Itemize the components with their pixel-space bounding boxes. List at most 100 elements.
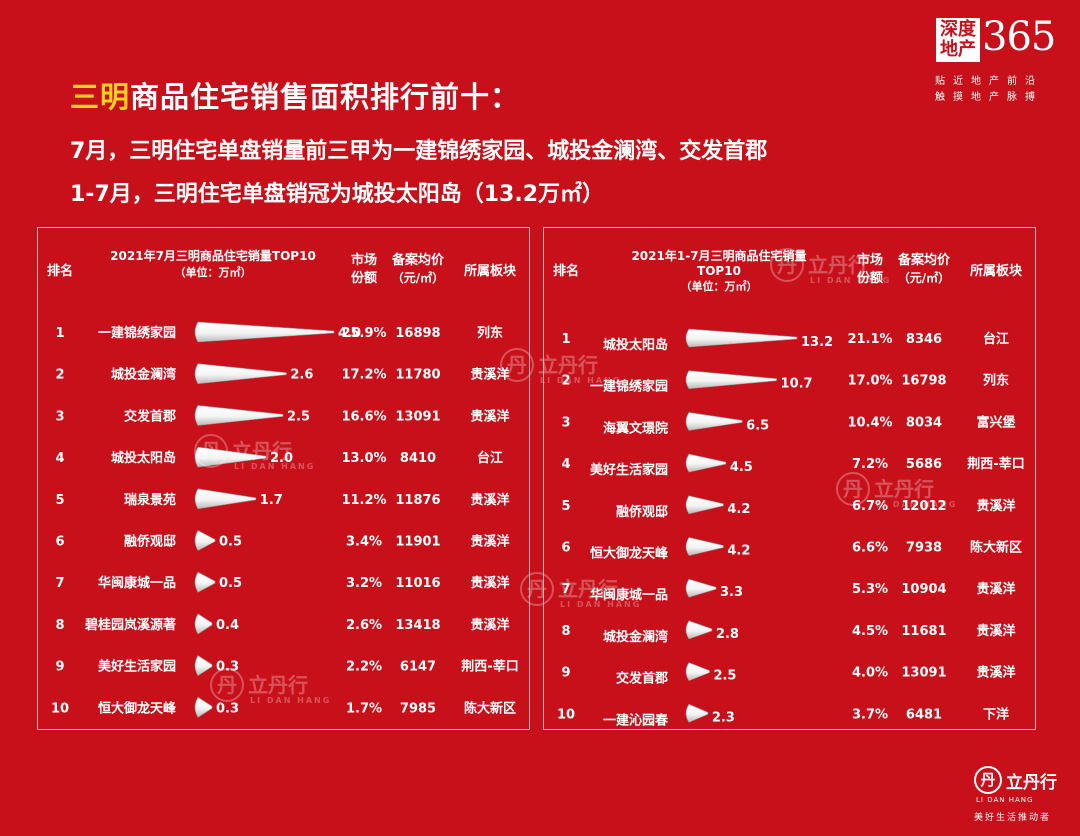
header-share: 市场 [351, 252, 377, 268]
region-value: 贵溪洋 [470, 575, 509, 591]
bar [194, 321, 335, 343]
share-value: 17.0% [847, 374, 892, 389]
category-label: 华闽康城一品 [98, 575, 176, 591]
share-value: 3.4% [346, 535, 382, 550]
header-share-line2: 份额 [857, 270, 883, 286]
brand-logo: 丹 立丹行 LI DAN HANG 美好生活推动者 [972, 766, 1072, 826]
category-label: 恒大御龙天峰 [590, 546, 669, 562]
rank-label: 9 [561, 666, 570, 681]
rank-label: 3 [561, 415, 570, 430]
rank-label: 2 [55, 368, 64, 383]
category-label: 一建沁园春 [603, 712, 669, 728]
value-label: 2.3 [712, 710, 735, 725]
header-share-line2: 份额 [351, 270, 377, 286]
rank-label: 10 [51, 701, 69, 716]
region-value: 贵溪洋 [470, 408, 509, 424]
rank-label: 7 [561, 582, 570, 597]
category-label: 美好生活家园 [98, 659, 176, 675]
price-value: 12012 [901, 499, 946, 514]
price-value: 6481 [906, 707, 942, 722]
bar [194, 530, 216, 551]
bar [194, 613, 213, 635]
headline-highlight: 三明 [70, 80, 131, 114]
logo-365: 深度 地产 365 [936, 14, 1066, 62]
category-label: 一建锦绣家园 [98, 325, 176, 341]
rank-label: 2 [561, 374, 570, 389]
rank-label: 8 [55, 618, 64, 633]
region-value: 贵溪洋 [976, 498, 1015, 514]
value-label: 2.5 [713, 669, 736, 684]
price-value: 8034 [906, 415, 942, 430]
category-label: 交发首郡 [616, 671, 668, 687]
rank-label: 5 [561, 499, 570, 514]
price-value: 13091 [395, 409, 440, 424]
chart-unit: （单位：万㎡） [681, 279, 758, 293]
chart-panel-july: 排名 2021年7月三明商品住宅销量TOP10 （单位：万㎡） 市场 份额 备案均价 （元/… [37, 227, 530, 730]
value-label: 2.5 [287, 409, 310, 424]
value-label: 4.2 [727, 502, 750, 517]
region-value: 陈大新区 [464, 700, 516, 716]
logo-box: 深度 地产 [936, 18, 980, 62]
bar [685, 328, 798, 348]
rank-label: 6 [561, 541, 570, 556]
category-label: 城投太阳岛 [603, 337, 668, 353]
value-label: 6.5 [746, 418, 769, 433]
brand-tagline: 美好生活推动者 [974, 813, 1052, 823]
bar [194, 363, 287, 385]
bar [685, 495, 724, 515]
bar [685, 537, 724, 556]
bar [194, 446, 267, 468]
share-value: 25.9% [341, 326, 386, 341]
share-value: 7.2% [852, 457, 888, 472]
rank-label: 4 [55, 451, 64, 466]
share-value: 17.2% [341, 368, 386, 383]
price-value: 11681 [901, 624, 946, 639]
rank-label: 1 [55, 326, 64, 341]
category-label: 恒大御龙天峰 [98, 700, 177, 716]
share-value: 4.0% [852, 666, 888, 681]
region-value: 下洋 [983, 706, 1009, 722]
value-label: 2.0 [270, 451, 293, 466]
category-label: 碧桂园岚溪源著 [84, 617, 176, 633]
price-value: 13091 [901, 666, 946, 681]
rank-label: 4 [561, 457, 570, 472]
category-label: 融侨观邸 [616, 504, 668, 520]
value-label: 4.0 [338, 326, 361, 341]
rank-label: 6 [55, 535, 64, 550]
share-value: 16.6% [341, 409, 386, 424]
bar [685, 453, 727, 473]
bar [194, 405, 284, 426]
chart-title-line2: TOP10 [697, 264, 741, 278]
region-value: 贵溪洋 [976, 581, 1015, 597]
header-region: 所属板块 [970, 263, 1023, 279]
price-value: 16798 [901, 374, 946, 389]
header-price-unit: （元/㎡） [898, 270, 950, 285]
share-value: 2.6% [346, 618, 382, 633]
share-value: 6.6% [852, 541, 888, 556]
region-value: 列东 [983, 373, 1009, 389]
price-value: 13418 [395, 618, 440, 633]
bar [685, 370, 777, 390]
share-value: 3.2% [346, 576, 382, 591]
header-share: 市场 [857, 252, 883, 268]
price-value: 10904 [901, 582, 946, 597]
header-rank: 排名 [47, 263, 73, 279]
rank-label: 3 [55, 409, 64, 424]
value-label: 2.6 [290, 368, 313, 383]
value-label: 13.2 [801, 335, 833, 350]
chart-panel-ytd: 排名 2021年1-7月三明商品住宅销量 TOP10 （单位：万㎡） 市场 份额 备案均价 （… [543, 227, 1036, 730]
value-label: 2.8 [716, 627, 739, 642]
category-label: 华闽康城一品 [590, 587, 668, 603]
region-value: 列东 [477, 325, 503, 341]
price-value: 11016 [395, 576, 440, 591]
header-price: 备案均价 [391, 252, 445, 268]
slogan-line1: 贴近地产前沿 [935, 76, 1043, 87]
value-label: 10.7 [781, 377, 813, 392]
category-label: 融侨观邸 [124, 534, 176, 550]
chart-title: 2021年7月三明商品住宅销量TOP10 [110, 248, 316, 263]
bar [685, 578, 717, 598]
header-price: 备案均价 [897, 252, 951, 268]
chart-unit: （单位：万㎡） [175, 265, 252, 279]
headline-rest: 商品住宅销售面积排行前十： [130, 80, 521, 114]
